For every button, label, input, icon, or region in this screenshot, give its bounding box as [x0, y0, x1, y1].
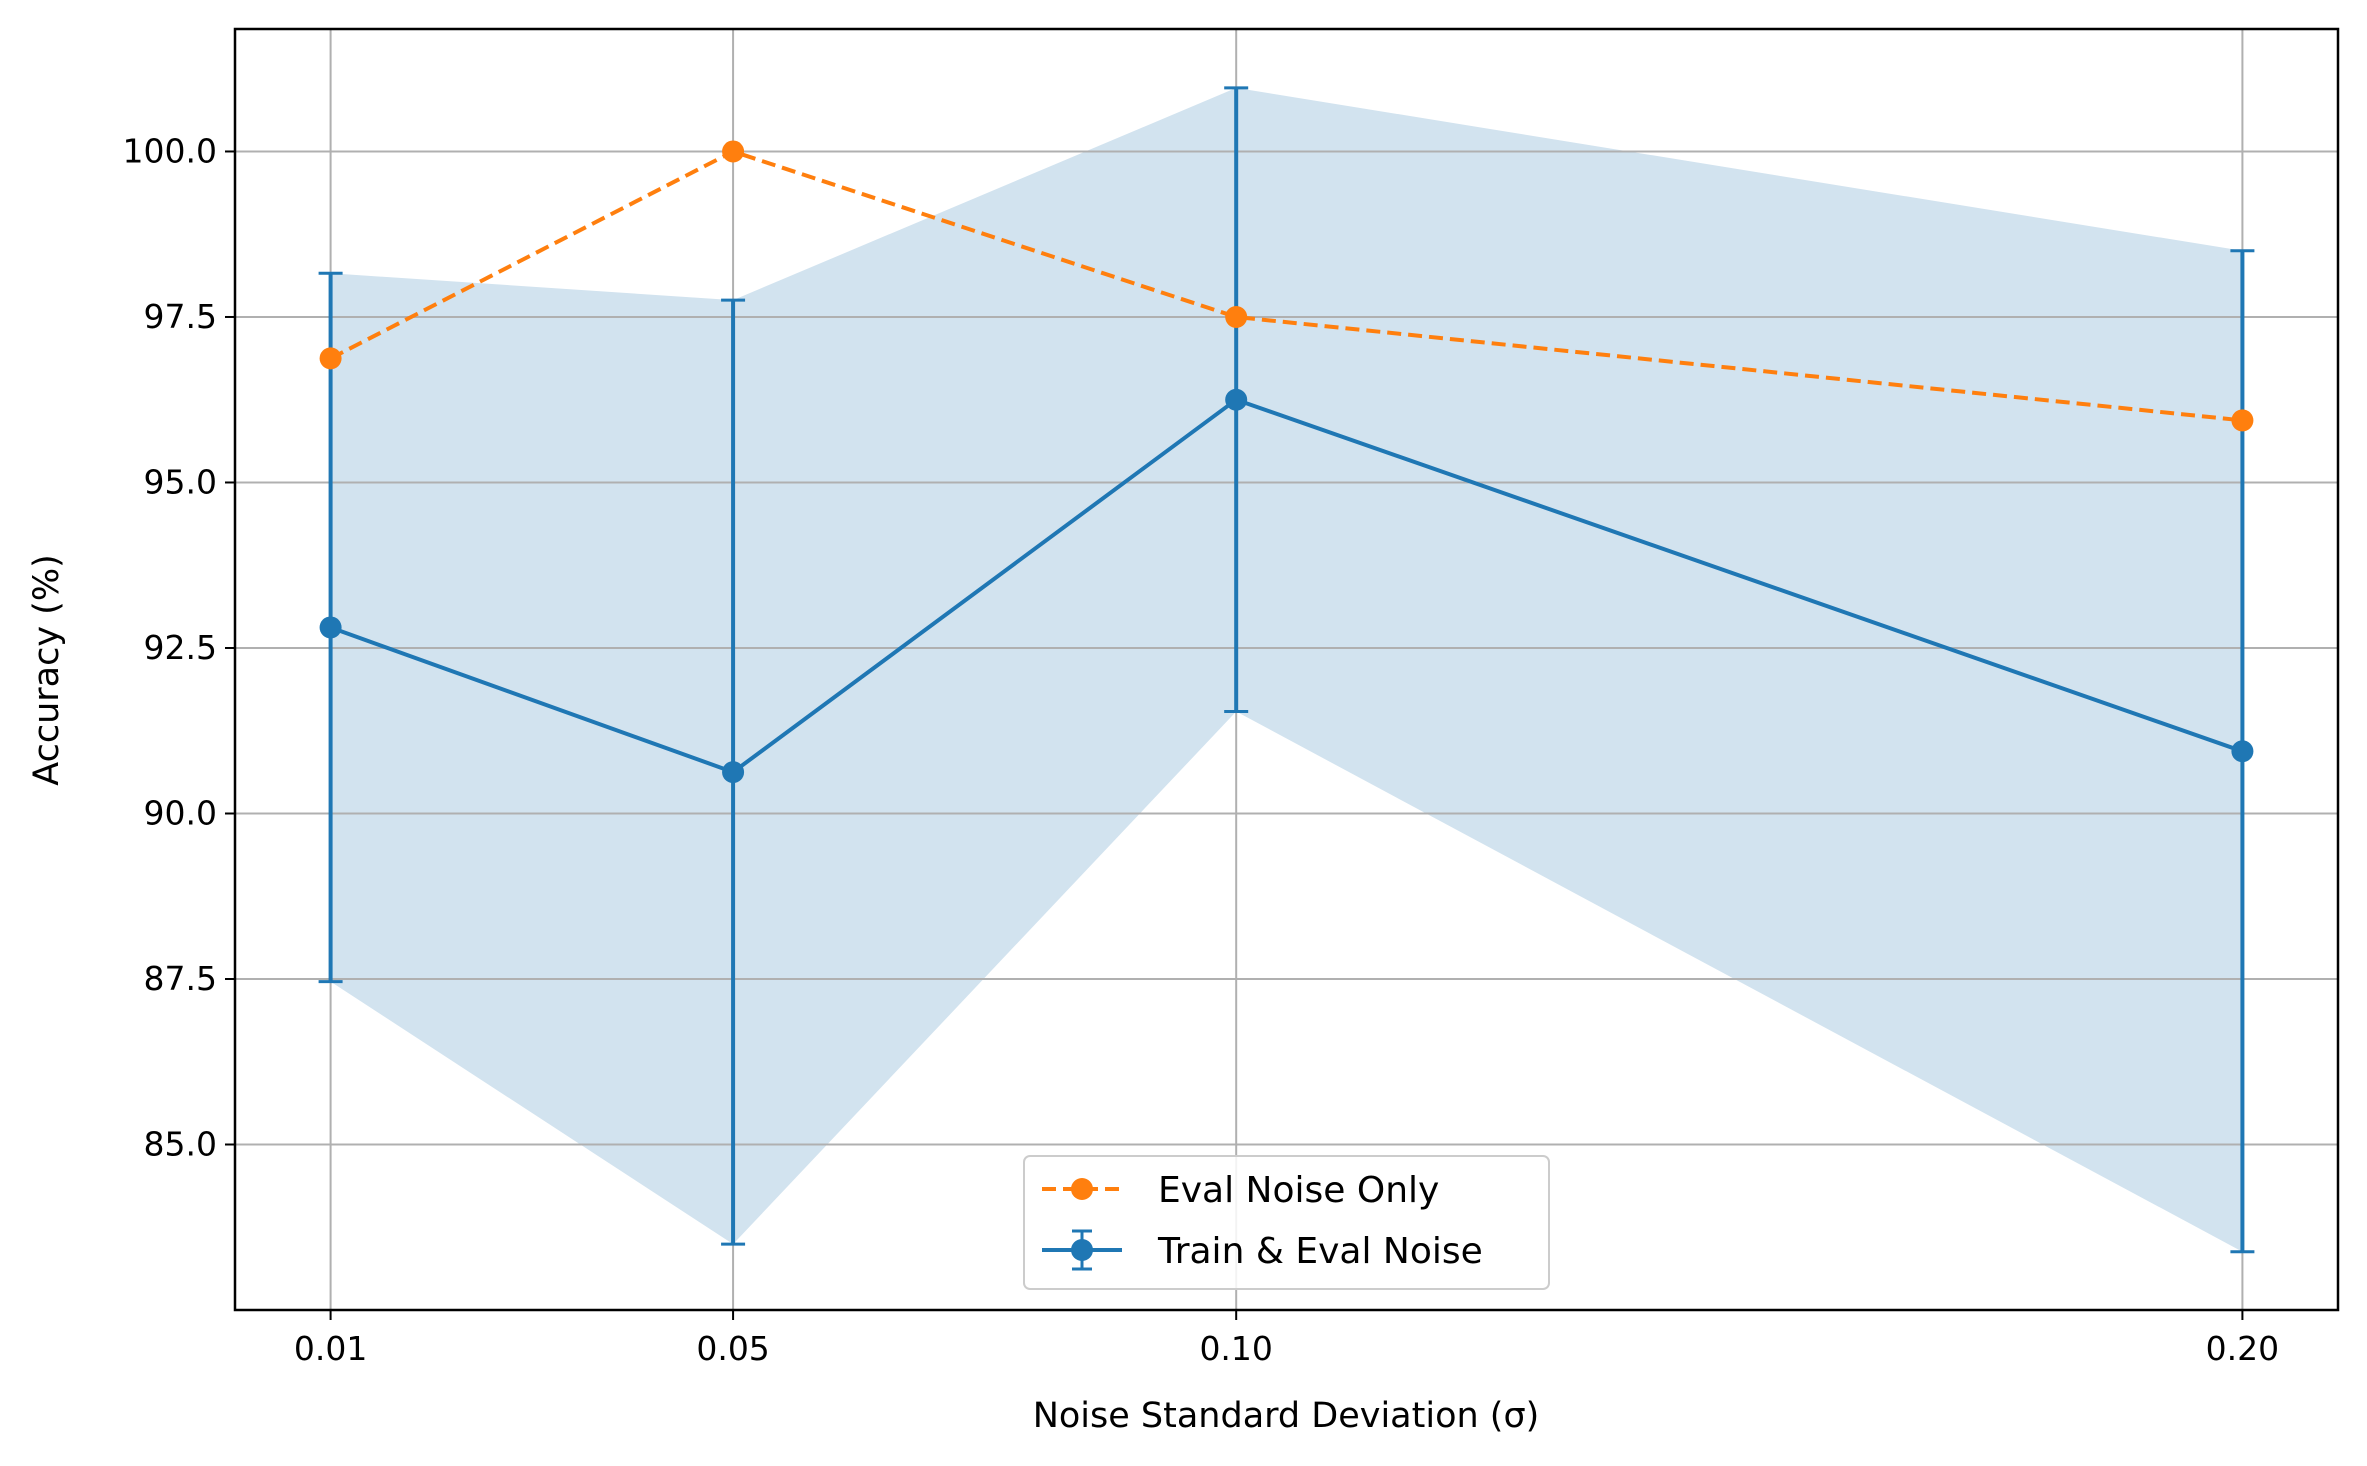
train-eval-noise-line: [329, 397, 2244, 775]
legend-box: [1023, 1155, 1550, 1290]
eval-noise-only-point: [2231, 409, 2254, 432]
x-tick-label: 0.20: [2206, 1329, 2279, 1368]
legend-train-label: Train & Eval Noise: [1157, 1231, 1483, 1272]
x-axis-label: Noise Standard Deviation (σ): [1033, 1396, 1540, 1436]
eval-noise-only-point: [722, 140, 745, 163]
plot-frame: [233, 27, 2340, 1312]
y-tick-label: 92.5: [144, 628, 217, 667]
y-tick-label: 87.5: [144, 959, 217, 998]
y-tick-label: 95.0: [144, 462, 217, 501]
train-eval-noise-point: [722, 761, 745, 784]
eval-noise-only-line: [329, 149, 2243, 423]
eval-noise-only-point: [319, 347, 342, 370]
y-tick-label: 85.0: [144, 1124, 217, 1163]
y-tick-label: 97.5: [144, 297, 217, 336]
x-tick-label: 0.10: [1199, 1329, 1272, 1368]
legend-eval-marker: [1071, 1178, 1093, 1200]
y-axis-label: Accuracy (%): [27, 554, 67, 785]
legend-train-marker: [1071, 1239, 1093, 1261]
series-layer: [318, 86, 2255, 1254]
legend: Eval Noise Only Train & Eval Noise: [1023, 1155, 1550, 1290]
y-tick-label: 90.0: [144, 793, 217, 832]
error-band: [330, 87, 2243, 1252]
eval-noise-only-point: [1225, 305, 1248, 328]
tick-layer: 85.0 87.5 90.0 92.5 95.0 97.5 100.0 0.01 0.05 0.1…: [123, 131, 2280, 1368]
legend-eval-label: Eval Noise Only: [1158, 1170, 1439, 1211]
error-band-layer: [330, 87, 2243, 1252]
x-tick-label: 0.01: [294, 1329, 367, 1368]
train-eval-noise-point: [2231, 740, 2254, 763]
y-tick-label: 100.0: [123, 131, 217, 170]
train-eval-noise-point: [1225, 388, 1248, 411]
train-eval-noise-point: [319, 616, 342, 639]
x-tick-label: 0.05: [696, 1329, 769, 1368]
